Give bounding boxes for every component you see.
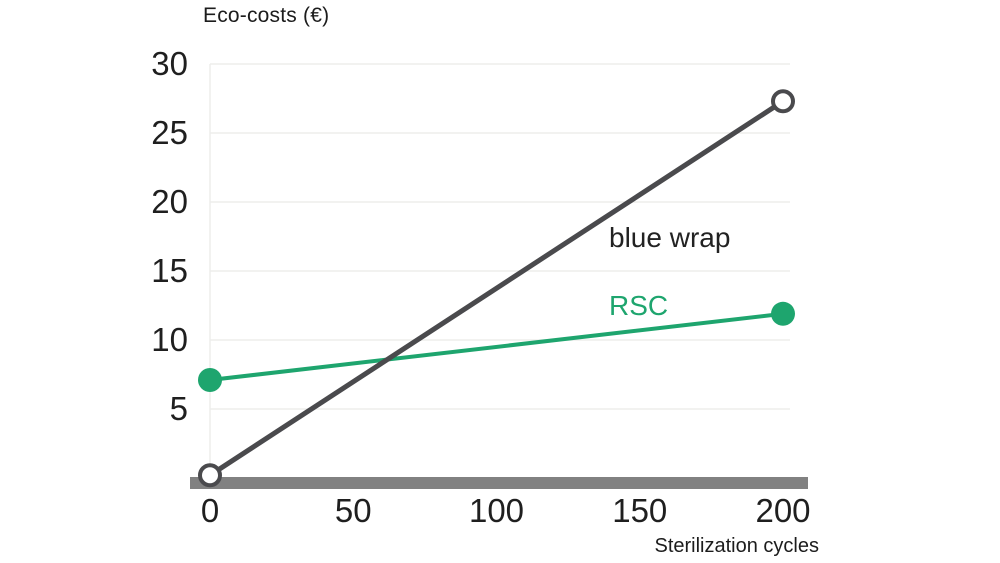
x-axis-bar [190,477,808,489]
y-tick-label-15: 15 [151,252,188,289]
x-tick-label-100: 100 [469,492,524,529]
x-axis-bar-layer [190,477,808,489]
series-lines [198,89,795,488]
marker-filled-circle-rsc [198,368,222,393]
y-tick-label-25: 25 [151,114,188,151]
y-tick-label-20: 20 [151,183,188,220]
x-tick-label-150: 150 [612,492,667,529]
marker-open-circle-blue-wrap [771,89,795,114]
gridlines [209,63,790,477]
x-tick-label-0: 0 [201,492,219,529]
series-label-blue-wrap: blue wrap [609,222,731,253]
x-tick-label-200: 200 [755,492,810,529]
chart-title: Eco-costs (€) [203,4,330,27]
x-axis-title: Sterilization cycles [654,535,819,557]
marker-open-circle-blue-wrap [198,463,222,488]
y-tick-label-10: 10 [151,321,188,358]
y-tick-label-5: 5 [170,390,188,427]
x-tick-label-50: 50 [335,492,372,529]
y-tick-label-30: 30 [151,45,188,82]
series-line-blue-wrap [207,98,786,478]
series-label-rsc: RSC [609,290,669,321]
series-line-rsc [208,311,785,383]
tick-labels: 5 10 15 20 25 30 0 50 100 150 200 [151,45,810,529]
marker-filled-circle-rsc [771,301,795,326]
